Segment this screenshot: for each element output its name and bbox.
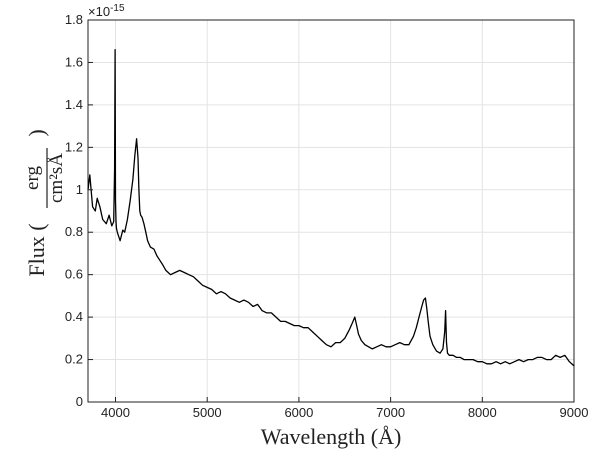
x-tick-label: 7000 [376,405,405,420]
y-tick-label: 0.4 [65,309,83,324]
y-axis-label-suffix: ) [24,129,49,136]
y-axis-label: Flux ( erg cm²sÅ ) [22,129,67,276]
y-tick-label: 0.8 [65,224,83,239]
x-tick-label: 9000 [560,405,589,420]
y-tick-label: 1.4 [65,97,83,112]
x-tick-label: 6000 [284,405,313,420]
y-axis-multiplier: ×10-15 [88,3,125,19]
x-tick-label: 4000 [101,405,130,420]
y-tick-label: 0.2 [65,352,83,367]
series-line-spectrum [87,49,575,367]
y-tick-label: 1.8 [65,12,83,27]
y-tick-label: 0 [76,394,83,409]
grid-lines [88,19,575,403]
plot-frame [87,19,575,403]
x-axis-ticks: 4000 5000 6000 7000 8000 9000 [101,397,588,420]
y-tick-label: 1.6 [65,54,83,69]
y-tick-label: 1.2 [65,139,83,154]
y-axis-label-numerator: erg [22,166,43,190]
y-axis-label-prefix: Flux ( [24,223,49,276]
x-axis-label: Wavelength (Å) [261,424,402,449]
y-axis-label-denominator: cm²sÅ [46,153,67,203]
x-tick-label: 8000 [468,405,497,420]
y-axis-ticks: 0 0.2 0.4 0.6 0.8 1 1.2 1.4 1.6 1.8 [65,12,93,409]
x-tick-label: 5000 [193,405,222,420]
y-tick-label: 0.6 [65,267,83,282]
y-tick-label: 1 [76,182,83,197]
